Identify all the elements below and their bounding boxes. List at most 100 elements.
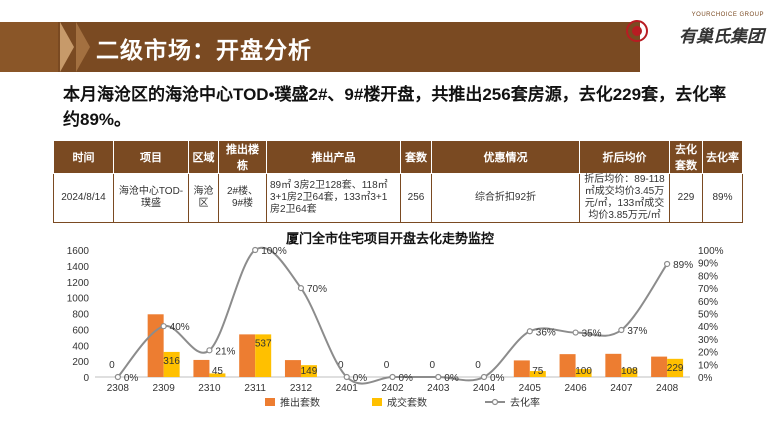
- rate-point: [664, 260, 671, 268]
- chart-title: 厦门全市住宅项目开盘去化走势监控: [285, 231, 494, 246]
- x-tick-label: 2406: [564, 383, 587, 394]
- y-tick-label: 0: [83, 373, 89, 384]
- bar-data-label: 100: [575, 366, 592, 377]
- rate-data-label: 70%: [307, 284, 327, 295]
- y2-tick-label: 30%: [698, 335, 718, 346]
- cell-units: 256: [400, 173, 432, 223]
- legend-swatch-launched: [265, 398, 275, 406]
- page-title: 二级市场：开盘分析: [96, 37, 312, 63]
- rate-point: [343, 373, 350, 381]
- y-tick-label: 800: [72, 310, 89, 321]
- summary-text: 本月海沧区的海沧中心TOD•璞盛2#、9#楼开盘，共推出256套房源，去化229…: [63, 85, 727, 129]
- bar-sold: [300, 365, 317, 377]
- x-tick-label: 2311: [244, 383, 266, 394]
- x-tick-label: 2405: [519, 383, 542, 394]
- opening-trend-chart: 020040060080010001200140016000%10%20%30%…: [67, 246, 724, 409]
- y-tick-label: 1000: [67, 294, 90, 305]
- bar-sold: [163, 351, 180, 377]
- x-tick-label: 2310: [198, 383, 221, 394]
- bar-launched: [651, 356, 668, 377]
- bar-sold: [575, 369, 592, 377]
- x-tick-label: 2308: [107, 383, 130, 394]
- rate-data-label: 89%: [673, 260, 693, 271]
- col-header: 去化套数: [669, 140, 703, 174]
- col-header: 推出产品: [266, 140, 401, 174]
- header-chevron: [60, 22, 74, 72]
- bar-data-label: 0: [475, 360, 481, 371]
- legend-label: 推出套数: [280, 396, 320, 409]
- cell-date: 2024/8/14: [53, 173, 114, 223]
- rate-point: [160, 323, 167, 330]
- table-row: 2024/8/14 海沧中心TOD-璞盛 海沧区 2#楼、9#楼 89㎡ 3房2…: [53, 173, 743, 223]
- bar-launched: [559, 354, 576, 377]
- rate-point: [526, 328, 533, 335]
- bar-sold: [255, 334, 272, 377]
- bar-data-label: 149: [301, 366, 318, 377]
- y-tick-label: 400: [72, 341, 89, 352]
- col-header: 优惠情况: [431, 140, 580, 174]
- bar-launched: [239, 334, 256, 377]
- rate-point: [297, 284, 305, 292]
- bar-data-label: 108: [621, 366, 638, 377]
- bar-sold: [667, 358, 684, 377]
- y-tick-label: 1400: [67, 262, 90, 273]
- rate-data-label: 0%: [490, 373, 505, 384]
- y-tick-label: 200: [72, 357, 89, 368]
- x-tick-label: 2401: [336, 383, 359, 394]
- col-header: 项目: [113, 140, 189, 174]
- y2-tick-label: 80%: [698, 271, 718, 282]
- y-tick-label: 1200: [67, 278, 90, 289]
- rate-point: [618, 326, 625, 334]
- x-tick-label: 2407: [610, 383, 633, 394]
- y2-tick-label: 90%: [698, 259, 718, 270]
- legend-label: 成交套数: [387, 396, 427, 409]
- header-chevron: [76, 22, 90, 72]
- y2-tick-label: 20%: [698, 348, 718, 359]
- bar-data-label: 0: [384, 360, 390, 371]
- rate-data-label: 21%: [215, 346, 235, 357]
- legend-label: 去化率: [510, 396, 540, 409]
- bar-data-label: 45: [212, 366, 224, 377]
- col-header: 推出楼栋: [218, 140, 267, 174]
- rate-point: [480, 373, 488, 381]
- rate-data-label: 36%: [536, 327, 556, 338]
- x-tick-label: 2309: [153, 383, 176, 394]
- bar-launched: [605, 353, 622, 377]
- bar-launched: [284, 360, 301, 377]
- x-tick-label: 2312: [290, 383, 313, 394]
- rate-data-label: 0%: [444, 373, 459, 384]
- y-tick-label: 600: [72, 325, 89, 336]
- x-tick-label: 2404: [473, 383, 496, 394]
- company-logo: YOURCHOICE GROUP 有巢氏集团: [618, 8, 768, 48]
- col-header: 区域: [188, 140, 219, 174]
- x-tick-label: 2402: [381, 383, 404, 394]
- bar-data-label: 0: [429, 360, 435, 371]
- y2-tick-label: 60%: [698, 297, 718, 308]
- col-header: 去化率: [702, 140, 743, 174]
- bar-sold: [209, 373, 226, 377]
- legend-swatch-rate-marker: [491, 398, 499, 406]
- y2-tick-label: 40%: [698, 322, 718, 333]
- cell-products: 89㎡ 3房2卫128套、118㎡3+1房2卫64套，133㎡3+1房2卫64套: [266, 173, 401, 223]
- opening-table: 时间 项目 区域 推出楼栋 推出产品 套数 优惠情况 折后均价 去化套数 去化率…: [53, 140, 743, 223]
- y2-tick-label: 10%: [698, 360, 718, 371]
- cell-project: 海沧中心TOD-璞盛: [113, 173, 189, 223]
- rate-data-label: 100%: [261, 246, 287, 257]
- y2-tick-label: 100%: [698, 246, 724, 257]
- bar-data-label: 0: [338, 360, 344, 371]
- bar-sold: [621, 368, 638, 377]
- bar-launched: [147, 314, 164, 377]
- rate-data-label: 37%: [627, 326, 647, 337]
- section-header-bar: 二级市场：开盘分析: [0, 22, 640, 72]
- bar-launched: [193, 359, 210, 377]
- rate-point: [252, 246, 259, 254]
- y2-tick-label: 50%: [698, 310, 718, 321]
- rate-point: [435, 373, 442, 381]
- bar-launched: [513, 360, 530, 377]
- col-header: 套数: [400, 140, 432, 174]
- rate-point: [114, 373, 121, 381]
- legend-swatch-sold: [372, 398, 382, 406]
- y-tick-label: 1600: [67, 246, 90, 257]
- x-tick-label: 2408: [656, 383, 679, 394]
- cell-district: 海沧区: [188, 173, 219, 223]
